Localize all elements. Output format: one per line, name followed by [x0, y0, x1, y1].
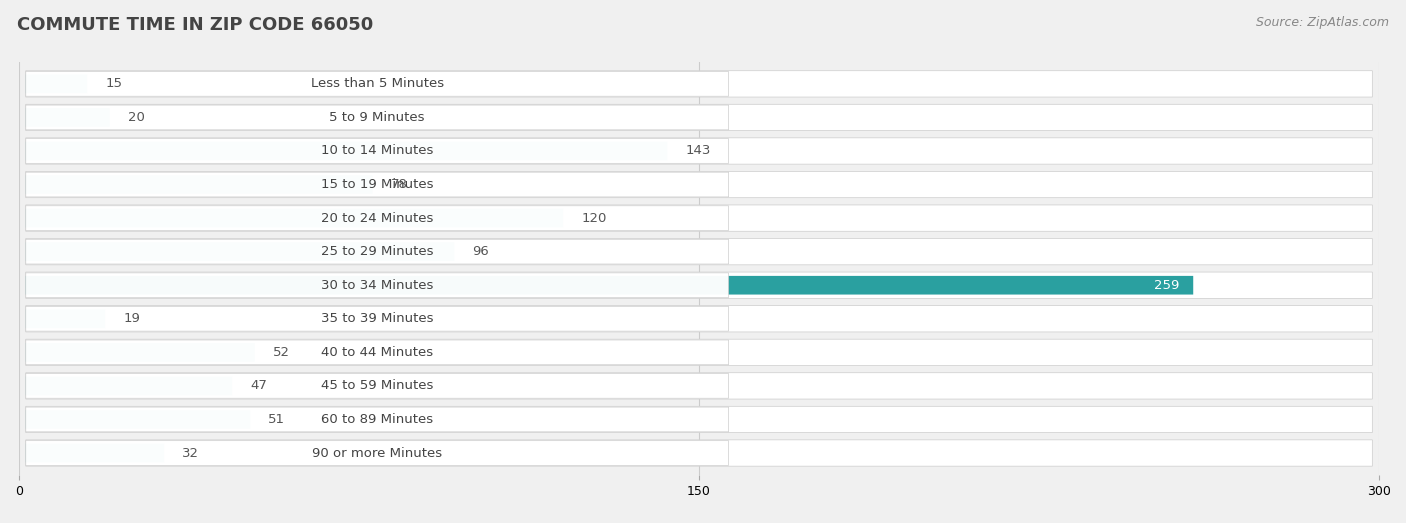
FancyBboxPatch shape	[25, 273, 728, 298]
Text: 19: 19	[124, 312, 141, 325]
Text: 32: 32	[183, 447, 200, 460]
FancyBboxPatch shape	[25, 240, 728, 264]
FancyBboxPatch shape	[25, 72, 728, 96]
FancyBboxPatch shape	[25, 305, 1372, 332]
Text: 143: 143	[686, 144, 711, 157]
Text: 47: 47	[250, 379, 267, 392]
FancyBboxPatch shape	[25, 440, 1372, 466]
FancyBboxPatch shape	[25, 406, 1372, 433]
FancyBboxPatch shape	[25, 339, 1372, 366]
Text: 45 to 59 Minutes: 45 to 59 Minutes	[321, 379, 433, 392]
Text: 35 to 39 Minutes: 35 to 39 Minutes	[321, 312, 433, 325]
Text: 20 to 24 Minutes: 20 to 24 Minutes	[321, 212, 433, 224]
FancyBboxPatch shape	[25, 407, 728, 432]
FancyBboxPatch shape	[25, 306, 728, 331]
FancyBboxPatch shape	[25, 340, 728, 365]
FancyBboxPatch shape	[25, 410, 250, 429]
FancyBboxPatch shape	[25, 138, 1372, 164]
FancyBboxPatch shape	[25, 71, 1372, 97]
FancyBboxPatch shape	[25, 272, 1372, 299]
FancyBboxPatch shape	[25, 172, 728, 197]
FancyBboxPatch shape	[25, 238, 1372, 265]
FancyBboxPatch shape	[25, 139, 728, 163]
Text: 90 or more Minutes: 90 or more Minutes	[312, 447, 443, 460]
Text: 20: 20	[128, 111, 145, 124]
FancyBboxPatch shape	[25, 343, 254, 362]
Text: 96: 96	[472, 245, 489, 258]
FancyBboxPatch shape	[25, 75, 87, 93]
FancyBboxPatch shape	[25, 441, 728, 465]
Text: 15: 15	[105, 77, 122, 90]
FancyBboxPatch shape	[25, 377, 232, 395]
Text: 120: 120	[581, 212, 606, 224]
Text: 10 to 14 Minutes: 10 to 14 Minutes	[321, 144, 433, 157]
Text: 25 to 29 Minutes: 25 to 29 Minutes	[321, 245, 433, 258]
FancyBboxPatch shape	[25, 175, 373, 194]
Text: 5 to 9 Minutes: 5 to 9 Minutes	[329, 111, 425, 124]
Text: 60 to 89 Minutes: 60 to 89 Minutes	[321, 413, 433, 426]
Text: 78: 78	[391, 178, 408, 191]
Text: 52: 52	[273, 346, 290, 359]
FancyBboxPatch shape	[25, 205, 1372, 231]
FancyBboxPatch shape	[25, 108, 110, 127]
Text: 51: 51	[269, 413, 285, 426]
Text: 259: 259	[1154, 279, 1180, 292]
FancyBboxPatch shape	[25, 206, 728, 231]
FancyBboxPatch shape	[25, 242, 454, 261]
FancyBboxPatch shape	[25, 310, 105, 328]
FancyBboxPatch shape	[25, 142, 668, 161]
FancyBboxPatch shape	[25, 373, 728, 398]
FancyBboxPatch shape	[25, 172, 1372, 198]
FancyBboxPatch shape	[25, 105, 728, 130]
Text: Source: ZipAtlas.com: Source: ZipAtlas.com	[1256, 16, 1389, 29]
FancyBboxPatch shape	[25, 104, 1372, 131]
FancyBboxPatch shape	[25, 444, 165, 462]
FancyBboxPatch shape	[25, 209, 562, 228]
Text: 30 to 34 Minutes: 30 to 34 Minutes	[321, 279, 433, 292]
FancyBboxPatch shape	[25, 373, 1372, 399]
Text: Less than 5 Minutes: Less than 5 Minutes	[311, 77, 444, 90]
FancyBboxPatch shape	[25, 276, 1194, 294]
Text: COMMUTE TIME IN ZIP CODE 66050: COMMUTE TIME IN ZIP CODE 66050	[17, 16, 373, 33]
Text: 15 to 19 Minutes: 15 to 19 Minutes	[321, 178, 433, 191]
Text: 40 to 44 Minutes: 40 to 44 Minutes	[321, 346, 433, 359]
